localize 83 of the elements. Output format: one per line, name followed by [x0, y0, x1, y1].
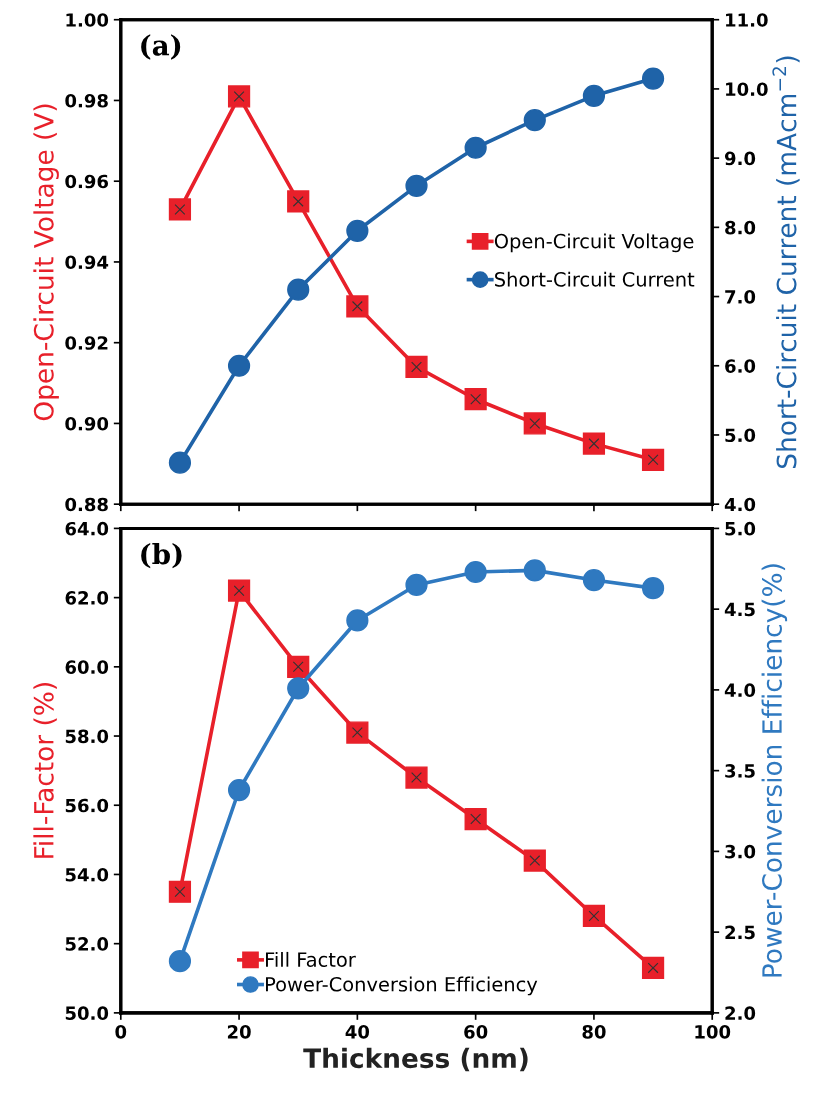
y2-tick-label: 5.0: [725, 521, 756, 536]
point: [168, 880, 192, 903]
point: [287, 655, 310, 678]
y2-tick-label: 5.0: [725, 428, 756, 443]
annotation: (a): [141, 34, 181, 60]
x-tick-label: 20: [227, 1025, 251, 1039]
point: [168, 451, 192, 474]
y2-tick-label: 11.0: [726, 13, 768, 27]
point: [464, 807, 487, 831]
point: [582, 568, 606, 592]
y-tick-label: 50.0: [65, 1006, 109, 1020]
y-tick-label: 0.92: [65, 336, 108, 350]
point: [346, 609, 369, 632]
point: [523, 412, 546, 435]
y-tick-label: 0.94: [65, 255, 109, 270]
x-tick-label: 0: [115, 1025, 127, 1039]
point: [641, 67, 665, 90]
y2-axis-title: Power-Conversion Efficiency(%): [761, 564, 788, 977]
point: [641, 448, 665, 471]
y2-tick-label: 2.0: [725, 1006, 756, 1020]
point: [227, 85, 251, 108]
y-tick-label: 52.0: [65, 937, 109, 951]
point: [405, 766, 428, 789]
point: [168, 198, 192, 221]
point: [405, 174, 428, 197]
x-tick-label: 80: [582, 1025, 606, 1039]
point: [582, 84, 606, 107]
point: [464, 388, 487, 411]
point: [227, 778, 251, 802]
point: [346, 295, 369, 318]
point: [227, 579, 251, 602]
point: [168, 950, 192, 973]
y-axis-title: Open-Circuit Voltage (V): [33, 104, 59, 421]
y-tick-label: 58.0: [65, 729, 109, 744]
point: [464, 560, 487, 584]
legend-label: Open-Circuit Voltage: [494, 233, 694, 253]
point: [346, 721, 369, 744]
x-axis-title: Thickness (nm): [303, 1047, 528, 1072]
y2-tick-label: 4.0: [724, 683, 756, 698]
point: [641, 577, 665, 600]
y-tick-label: 0.90: [65, 416, 109, 431]
y2-tick-label: 10.0: [726, 82, 768, 97]
point: [405, 573, 428, 597]
y-tick-label: 54.0: [65, 867, 109, 882]
y2-tick-label: 4.5: [724, 602, 755, 617]
point: [582, 904, 606, 928]
point: [641, 956, 665, 980]
x-tick-label: 60: [464, 1025, 488, 1039]
y2-tick-label: 7.0: [725, 290, 756, 304]
x-tick-label: 100: [695, 1025, 731, 1039]
legend-label: Power-Conversion Efficiency: [266, 976, 538, 996]
y2-tick-label: 8.0: [725, 220, 756, 235]
point: [523, 108, 546, 132]
point: [287, 190, 310, 213]
y-tick-label: 60.0: [65, 660, 109, 674]
y-tick-label: 0.88: [65, 497, 108, 512]
y-tick-label: 1.00: [66, 13, 109, 27]
y2-tick-label: 9.0: [724, 151, 756, 166]
point: [582, 432, 606, 455]
y2-tick-label: 3.0: [725, 844, 756, 859]
legend-label: Fill Factor: [266, 951, 356, 967]
point: [523, 559, 546, 582]
y2-tick-label: 6.0: [725, 359, 756, 373]
y-tick-label: 0.98: [65, 93, 108, 108]
y-tick-label: 56.0: [65, 798, 109, 813]
point: [523, 849, 546, 872]
point: [346, 219, 369, 242]
y2-tick-label: 4.0: [724, 497, 756, 512]
y-axis-title: Fill-Factor (%): [33, 683, 57, 858]
y2-tick-label: 2.5: [725, 925, 755, 940]
point: [287, 278, 310, 301]
y-tick-label: 64.0: [65, 521, 109, 536]
x-tick-label: 40: [345, 1025, 370, 1039]
point: [464, 136, 487, 159]
y-tick-label: 62.0: [65, 591, 109, 605]
point: [405, 355, 428, 379]
y2-axis-title: Short-Circuit Current (mAcm$^{−2}$): [772, 56, 800, 469]
legend-label: Short-Circuit Current: [495, 271, 695, 287]
point: [287, 677, 310, 700]
y2-tick-label: 3.5: [725, 764, 755, 778]
y-tick-label: 0.96: [65, 174, 109, 189]
annotation: (b): [141, 542, 182, 569]
point: [227, 354, 251, 377]
